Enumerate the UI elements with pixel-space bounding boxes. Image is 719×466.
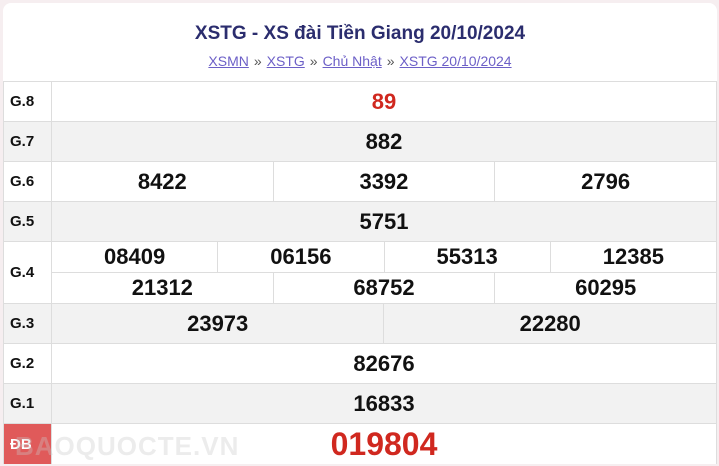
breadcrumb-separator: »: [386, 53, 395, 69]
watermark: BAOQUOCTE.VN: [15, 431, 240, 461]
row-g2: G.2 82676: [3, 343, 717, 384]
prize-number: 16833: [51, 383, 717, 424]
prize-number: 08409: [104, 244, 166, 269]
results-table: G.8 89 G.7 882 G.6 8422 3392 2796 G.5 5751 G.4…: [3, 81, 717, 464]
row-g7: G.7 882: [3, 121, 717, 162]
breadcrumb-separator: »: [309, 53, 318, 69]
breadcrumb: XSMN» XSTG» Chủ Nhật» XSTG 20/10/2024: [3, 53, 717, 69]
row-g8: G.8 89: [3, 81, 717, 122]
prize-label: G.8: [3, 81, 52, 122]
row-g5: G.5 5751: [3, 201, 717, 242]
breadcrumb-xsmn[interactable]: XSMN: [208, 53, 249, 69]
prize-label: G.3: [3, 303, 52, 344]
page-title: XSTG - XS đài Tiền Giang 20/10/2024: [194, 23, 526, 44]
prize-label: ĐB: [3, 423, 52, 464]
special-prize-number: 019804: [51, 423, 717, 464]
prize-number: 882: [51, 121, 717, 162]
prize-label: G.7: [3, 121, 52, 162]
prize-number: 68752: [272, 273, 495, 303]
breadcrumb-day[interactable]: Chủ Nhật: [322, 53, 382, 69]
prize-number: 55313: [383, 242, 550, 272]
prize-number: 3392: [272, 161, 496, 202]
prize-number: 5751: [51, 201, 717, 242]
prize-number: 2796: [494, 161, 717, 202]
prize-number: 89: [51, 81, 717, 122]
prize-number: 23973: [50, 303, 385, 344]
prize-number: 06156: [217, 242, 383, 272]
prize-number: 12385: [549, 242, 716, 272]
row-g4: G.4 08409 06156 55313 12385 21312 68752 60295: [3, 241, 717, 304]
prize-number: 60295: [494, 273, 716, 303]
prize-label: G.2: [3, 343, 52, 384]
prize-number: 21312: [131, 275, 193, 300]
prize-label: G.4: [3, 241, 52, 304]
prize-label: G.5: [3, 201, 52, 242]
prize-number: 82676: [51, 343, 717, 384]
prize-label: G.1: [3, 383, 52, 424]
breadcrumb-xstg[interactable]: XSTG: [266, 53, 305, 69]
row-special: ĐB 019804: [3, 423, 717, 464]
row-g3: G.3 23973 22280: [3, 303, 717, 344]
prize-label: G.6: [3, 161, 52, 202]
breadcrumb-separator: »: [253, 53, 262, 69]
prize-number: 22280: [383, 303, 717, 344]
prize-number: 8422: [51, 161, 274, 202]
results-card: XSTG - XS đài Tiền Giang 20/10/2024 XSMN…: [3, 3, 717, 464]
breadcrumb-date[interactable]: XSTG 20/10/2024: [399, 53, 512, 69]
row-g6: G.6 8422 3392 2796: [3, 161, 717, 202]
row-g1: G.1 16833: [3, 383, 717, 424]
